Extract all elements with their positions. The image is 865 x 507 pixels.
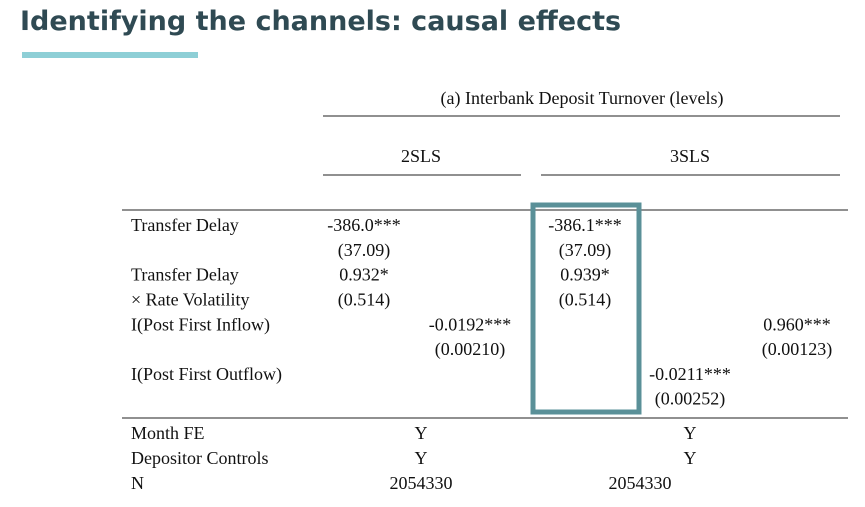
cell: (0.00123)	[762, 339, 833, 360]
cell: (0.00252)	[655, 389, 726, 410]
cell: (0.514)	[338, 290, 391, 311]
cell: 2054330	[390, 473, 453, 493]
cell: Y	[684, 423, 697, 443]
cell: 0.932*	[339, 265, 389, 285]
row-label: Month FE	[131, 423, 205, 443]
row-label: N	[131, 473, 144, 493]
cell: (37.09)	[559, 240, 612, 261]
cell: 0.960***	[763, 314, 831, 334]
group-header: 3SLS	[670, 146, 710, 166]
group-header: 2SLS	[401, 146, 441, 166]
row-label: I(Post First Outflow)	[131, 364, 282, 385]
cell: (0.514)	[559, 290, 612, 311]
cell: 2054330	[609, 473, 672, 493]
row-label: Depositor Controls	[131, 448, 269, 468]
cell: Y	[684, 448, 697, 468]
slide-title: Identifying the channels: causal effects	[20, 6, 621, 37]
cell: -386.0***	[327, 215, 401, 235]
row-label: I(Post First Inflow)	[131, 314, 270, 335]
cell: 0.939*	[560, 265, 610, 285]
cell: Y	[415, 448, 428, 468]
row-label: Transfer Delay	[131, 215, 239, 235]
cell: Y	[415, 423, 428, 443]
cell: (0.00210)	[435, 339, 506, 360]
title-underline	[22, 52, 198, 58]
panel-title: (a) Interbank Deposit Turnover (levels)	[441, 88, 724, 109]
cell: -386.1***	[548, 215, 622, 235]
cell: -0.0192***	[429, 314, 512, 334]
row-label: Transfer Delay	[131, 265, 239, 285]
row-label: × Rate Volatility	[131, 290, 250, 310]
cell: -0.0211***	[649, 364, 731, 384]
highlight-box	[530, 202, 642, 415]
cell: (37.09)	[338, 240, 391, 261]
